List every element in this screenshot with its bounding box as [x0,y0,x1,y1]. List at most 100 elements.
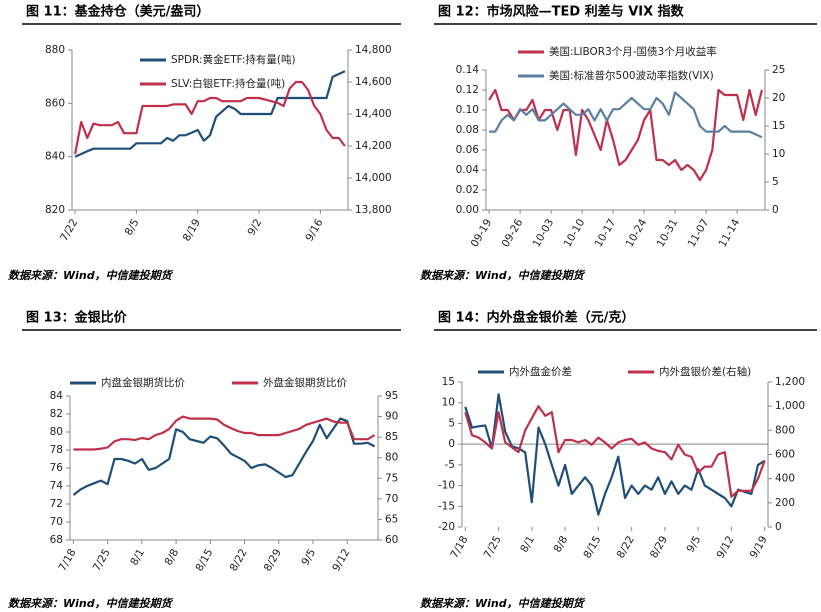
y2-tick-label: 90 [385,411,398,423]
y-tick-label: 840 [45,151,65,163]
x-tick-label: 8/15 [193,547,215,573]
x-tick-label: 8/22 [615,534,637,560]
y-tick-label: 880 [45,44,65,56]
series-line [72,417,376,496]
x-tick-label: 7/18 [56,547,78,573]
legend-label: 外盘金银期货比价 [263,376,347,389]
y2-tick-label: 15 [772,120,785,132]
y2-tick-label: 0 [775,521,782,533]
y-tick-label: 80 [50,426,63,438]
x-tick-label: 10-03 [531,217,557,249]
y-tick-label: -5 [445,459,455,471]
x-tick-label: 11-14 [717,217,743,250]
y-tick-label: 76 [50,462,64,474]
y-tick-label: 0 [448,438,455,450]
source-note: 数据来源：Wind，中信建投期货 [420,597,586,610]
x-tick-label: 10-31 [655,217,681,249]
y-tick-label: 82 [50,408,63,420]
series-line [73,415,376,451]
legend-label: 美国:LIBOR3个月-国债3个月收益率 [549,45,717,58]
x-tick-label: 09-19 [469,217,495,249]
series-line [488,88,763,182]
series-line [74,70,346,158]
y-tick-label: 820 [45,204,65,216]
y2-tick-label: 200 [775,497,795,509]
x-tick-label: 11-07 [686,217,712,249]
y2-tick-label: 20 [772,92,785,104]
y-tick-label: 10 [442,397,455,409]
x-tick-label: 9/2 [245,217,264,238]
y2-tick-label: 70 [385,493,398,505]
x-tick-label: 8/15 [581,534,603,560]
y2-tick-label: 13,800 [355,204,392,216]
y2-tick-label: 14,200 [355,140,392,152]
y-tick-label: 0.10 [456,104,479,116]
y2-tick-label: 25 [772,64,785,76]
y-tick-label: 0.14 [456,64,480,76]
y-tick-label: 0.02 [456,184,479,196]
y-tick-label: -10 [438,480,455,492]
x-tick-label: 8/22 [228,547,250,573]
legend-label: 内盘金银期货比价 [101,376,185,389]
legend-label: SLV:白银ETF:持仓量(吨) [171,77,285,90]
series-line [464,405,766,498]
y-tick-label: 0.06 [456,144,480,156]
x-tick-label: 9/19 [748,534,770,560]
x-tick-label: 8/1 [518,534,537,555]
x-tick-label: 8/19 [181,217,203,243]
y2-tick-label: 14,800 [355,44,392,56]
y-tick-label: 0.04 [456,164,480,176]
y2-tick-label: 75 [385,472,398,484]
x-tick-label: 9/5 [685,534,704,555]
source-note: 数据来源：Wind，中信建投期货 [8,269,174,282]
chart-title: 图 11：基金持仓（美元/盎司） [26,4,209,20]
y-tick-label: 68 [50,534,63,546]
y2-tick-label: 400 [775,473,795,485]
y-tick-label: 0.00 [456,204,479,216]
y2-tick-label: 10 [772,148,785,160]
y2-tick-label: 85 [385,431,398,443]
y-tick-label: 5 [448,417,455,429]
series-line [464,393,766,516]
x-tick-label: 09-26 [500,217,526,250]
y-tick-label: 15 [442,376,455,388]
x-tick-label: 8/8 [162,547,181,568]
legend-label: 内外盘银价差(右轴) [659,365,751,378]
series-line [74,80,346,155]
chart-title: 图 12：市场风险—TED 利差与 VIX 指数 [438,4,685,20]
y2-tick-label: 800 [775,424,795,436]
y2-tick-label: 600 [775,449,795,461]
legend-label: SPDR:黄金ETF:持有量(吨) [171,53,296,66]
x-tick-label: 7/25 [482,534,504,560]
x-tick-label: 9/12 [330,547,352,573]
x-tick-label: 10-17 [593,217,619,249]
y-tick-label: 74 [50,480,64,492]
y2-tick-label: 60 [385,534,398,546]
x-tick-label: 9/16 [303,217,325,244]
x-tick-label: 10-24 [624,217,650,250]
y-tick-label: 860 [45,97,65,109]
y2-tick-label: 0 [772,204,779,216]
y-tick-label: -20 [438,521,455,533]
y-tick-label: -15 [438,500,455,512]
y2-tick-label: 80 [385,452,398,464]
source-note: 数据来源：Wind，中信建投期货 [8,597,174,610]
x-tick-label: 9/5 [299,547,318,568]
x-tick-label: 7/22 [58,217,80,243]
x-tick-label: 8/29 [648,534,670,560]
y2-tick-label: 95 [385,390,398,402]
y-tick-label: 0.08 [456,124,479,136]
y-tick-label: 70 [50,516,63,528]
legend-label: 美国:标准普尔500波动率指数(VIX) [549,69,714,82]
y-tick-label: 84 [50,390,64,402]
x-tick-label: 8/5 [123,217,142,238]
x-tick-label: 7/18 [448,534,470,560]
x-tick-label: 7/25 [91,547,113,573]
y2-tick-label: 1,000 [775,400,805,412]
y2-tick-label: 65 [385,513,398,525]
chart-title: 图 14：内外盘金银价差（元/克） [438,310,634,326]
y-tick-label: 72 [50,498,63,510]
x-tick-label: 8/8 [551,534,570,555]
series-line [489,91,763,139]
